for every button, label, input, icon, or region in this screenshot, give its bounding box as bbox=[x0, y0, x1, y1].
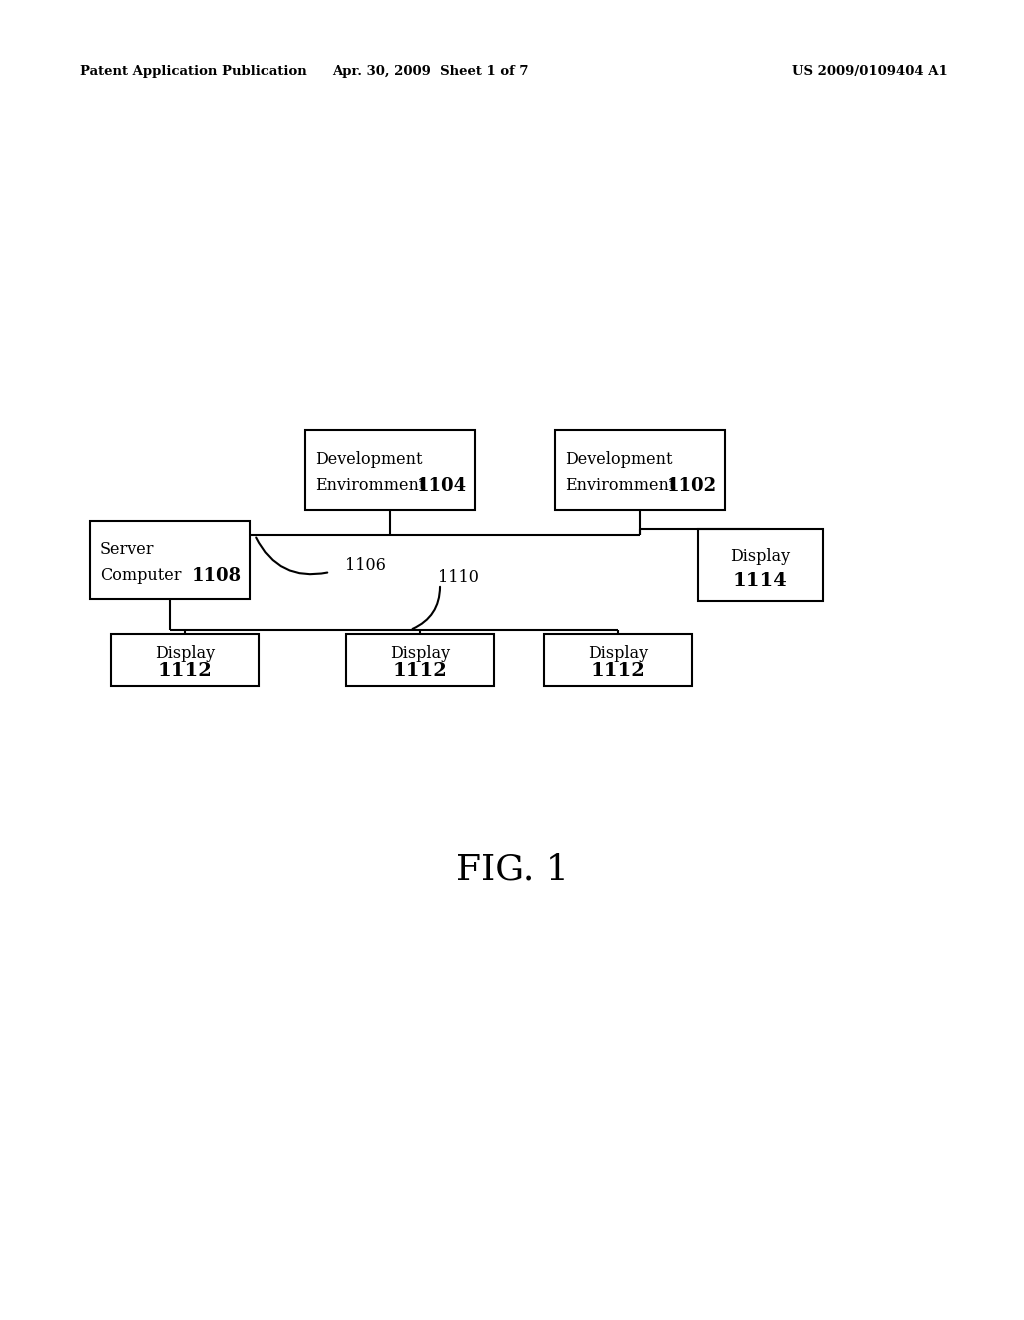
Text: Display: Display bbox=[390, 645, 451, 663]
Text: Server: Server bbox=[100, 541, 155, 558]
Bar bbox=[555, 430, 725, 510]
Text: Enviromment: Enviromment bbox=[315, 478, 425, 495]
Text: 1102: 1102 bbox=[667, 477, 717, 495]
Text: US 2009/0109404 A1: US 2009/0109404 A1 bbox=[793, 66, 948, 78]
Bar bbox=[544, 634, 692, 686]
Text: 1106: 1106 bbox=[345, 557, 386, 574]
Bar bbox=[697, 529, 822, 601]
Text: Enviromment: Enviromment bbox=[565, 478, 676, 495]
Bar bbox=[111, 634, 259, 686]
Bar bbox=[305, 430, 475, 510]
Text: Development: Development bbox=[315, 451, 423, 469]
Text: Patent Application Publication: Patent Application Publication bbox=[80, 66, 307, 78]
Bar bbox=[346, 634, 494, 686]
Text: 1108: 1108 bbox=[191, 566, 242, 585]
Text: 1104: 1104 bbox=[417, 477, 467, 495]
Text: 1110: 1110 bbox=[438, 569, 479, 586]
Text: Display: Display bbox=[730, 548, 791, 565]
Text: 1112: 1112 bbox=[392, 663, 447, 680]
Text: Computer: Computer bbox=[100, 568, 181, 583]
Text: Display: Display bbox=[588, 645, 648, 663]
Text: Development: Development bbox=[565, 451, 673, 469]
Bar bbox=[90, 521, 250, 599]
Text: 1112: 1112 bbox=[591, 663, 645, 680]
Text: FIG. 1: FIG. 1 bbox=[456, 853, 568, 887]
Text: Display: Display bbox=[155, 645, 215, 663]
Text: 1112: 1112 bbox=[158, 663, 212, 680]
Text: Apr. 30, 2009  Sheet 1 of 7: Apr. 30, 2009 Sheet 1 of 7 bbox=[332, 66, 528, 78]
Text: 1114: 1114 bbox=[732, 572, 787, 590]
